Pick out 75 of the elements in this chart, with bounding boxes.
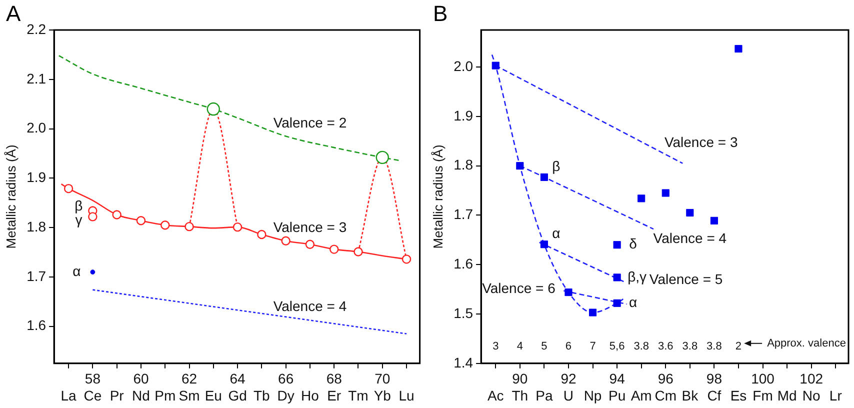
annotation: 3.8 xyxy=(706,340,722,352)
x-tick-label: 66 Dy xyxy=(277,370,294,404)
annotation: β,γ xyxy=(628,268,647,284)
x-tick-label: Bk xyxy=(682,387,700,404)
y-tick-label: 2.1 xyxy=(26,70,46,86)
x-tick-label: 70 Yb xyxy=(374,370,392,404)
annotation: 5 xyxy=(541,340,548,352)
series-label: Valence = 5 xyxy=(649,270,723,287)
x-tick-label: 62 Sm xyxy=(178,370,200,404)
x-tick-label: 68 Er xyxy=(326,370,342,404)
x-tick-label: Pm xyxy=(154,387,176,404)
x-tick-label: Lu xyxy=(398,387,414,404)
series-label: Valence = 2 xyxy=(273,114,347,131)
x-tick-label: Ho xyxy=(301,387,320,404)
x-tick-label: Tb xyxy=(254,387,270,404)
annotation: 3.8 xyxy=(682,340,698,352)
series-label: Valence = 4 xyxy=(273,298,347,314)
x-tick-label: 60 Nd xyxy=(132,370,150,404)
x-tick-label: Tm xyxy=(348,387,368,404)
annotation: α xyxy=(629,294,638,310)
chart-title: A xyxy=(6,1,21,26)
x-tick-label: Es xyxy=(730,387,747,404)
annotation: 3.8 xyxy=(634,340,649,352)
y-tick-label: 2.0 xyxy=(26,120,46,136)
y-axis-title: Metallic radius (Å) xyxy=(430,144,446,249)
x-tick-label: 98 Cf xyxy=(706,370,722,404)
x-tick-label: 58 Ce xyxy=(84,370,102,404)
x-tick-label: Pa xyxy=(536,387,553,404)
x-tick-label: Ac xyxy=(487,387,504,404)
annotation: β xyxy=(552,158,560,174)
annotation: 3 xyxy=(492,340,499,352)
series-label: Valence = 3 xyxy=(273,218,347,235)
y-tick-label: 1.9 xyxy=(454,107,474,124)
x-tick-label: 102 No xyxy=(800,370,824,404)
annotation: 5,6 xyxy=(609,340,625,352)
annotation: 3.6 xyxy=(658,340,674,352)
x-tick-label: Np xyxy=(584,387,602,404)
series-label: Valence = 3 xyxy=(664,134,738,150)
y-axis-title: Metallic radius (Å) xyxy=(3,144,18,249)
annotation: α xyxy=(72,262,81,279)
annotation: δ xyxy=(629,236,638,252)
y-tick-label: 1.7 xyxy=(454,206,474,222)
annotation: Approx. valence xyxy=(767,337,846,350)
x-tick-label: 92 U xyxy=(560,370,576,404)
x-tick-label: Pr xyxy=(110,387,124,404)
y-tick-label: 1.8 xyxy=(454,156,474,173)
x-tick-label: 90 Th xyxy=(512,370,528,404)
y-tick-label: 2.0 xyxy=(454,58,474,74)
series-label: Valence = 6 xyxy=(482,280,556,296)
chart-title: B xyxy=(433,1,448,26)
y-tick-label: 2.2 xyxy=(26,20,46,37)
x-tick-label: Md xyxy=(777,387,797,404)
y-tick-label: 1.6 xyxy=(26,317,46,334)
y-tick-label: 1.6 xyxy=(454,255,474,272)
y-tick-label: 1.7 xyxy=(26,268,46,284)
y-tick-label: 1.5 xyxy=(454,304,474,321)
annotation: 6 xyxy=(565,340,572,352)
x-tick-label: Lr xyxy=(829,387,842,404)
annotation: 2 xyxy=(735,340,742,352)
x-tick-label: 94 Pu xyxy=(608,370,626,404)
annotation: 7 xyxy=(590,340,596,352)
annotation: 4 xyxy=(516,340,523,352)
series-label: Valence = 4 xyxy=(653,230,727,246)
x-tick-label: Am xyxy=(630,387,652,404)
x-tick-label: Eu xyxy=(204,387,222,404)
y-tick-label: 1.4 xyxy=(454,354,474,370)
y-tick-label: 1.8 xyxy=(26,218,46,234)
x-tick-label: 64 Gd xyxy=(228,370,247,404)
annotation: γ xyxy=(75,212,82,228)
x-tick-label: La xyxy=(60,387,77,404)
annotation: α xyxy=(552,225,560,242)
x-tick-label: 100 Fm xyxy=(751,370,775,404)
annotation: β xyxy=(74,198,83,214)
x-tick-label: 96 Cm xyxy=(654,370,677,404)
y-tick-label: 1.9 xyxy=(26,169,46,186)
